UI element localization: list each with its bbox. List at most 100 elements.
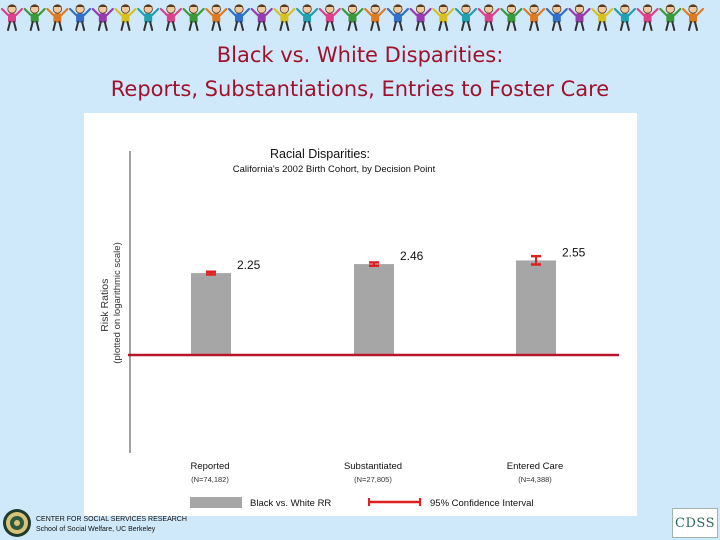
kid-hair-20 (461, 4, 471, 7)
kid-arm-right-22 (514, 7, 523, 17)
kid-arm-right-15 (355, 7, 364, 17)
kid-leg-right-27 (625, 21, 630, 31)
kid-leg-right-6 (149, 21, 154, 31)
bar-1 (354, 264, 394, 355)
kid-figure-1 (23, 4, 46, 31)
kid-leg-left-7 (165, 21, 170, 31)
kid-hair-6 (143, 4, 153, 7)
kid-leg-right-4 (103, 21, 108, 31)
kid-shirt-19 (439, 13, 448, 23)
kid-figure-8 (182, 4, 205, 31)
kid-hair-13 (302, 4, 312, 7)
category-label-1: Substantiated (344, 461, 402, 472)
kid-leg-right-8 (194, 21, 199, 31)
kid-leg-right-7 (171, 21, 176, 31)
kid-leg-left-30 (688, 21, 692, 31)
chart-panel: Racial Disparities: California's 2002 Bi… (84, 113, 637, 516)
kid-arm-left-22 (500, 7, 509, 17)
kid-figure-24 (545, 4, 568, 31)
chart-title: Racial Disparities: (270, 147, 370, 161)
value-label-1: 2.46 (400, 249, 424, 263)
kid-leg-left-16 (370, 21, 375, 31)
kid-figure-18 (409, 4, 432, 31)
category-label-0: Reported (190, 461, 229, 472)
kid-figure-21 (477, 4, 500, 31)
kid-leg-right-29 (671, 21, 676, 31)
kid-arm-left-0 (0, 7, 10, 17)
kid-leg-right-17 (398, 21, 403, 31)
kid-hair-29 (665, 4, 675, 7)
kid-figure-13 (296, 4, 319, 31)
kid-shirt-23 (530, 13, 539, 23)
kid-arm-left-12 (273, 7, 282, 17)
kid-arm-right-8 (196, 7, 205, 17)
kid-arm-right-29 (673, 7, 682, 17)
category-label-2: Entered Care (507, 461, 564, 472)
kid-leg-left-22 (506, 21, 511, 31)
kid-leg-right-1 (35, 21, 40, 31)
kid-shirt-12 (280, 13, 289, 23)
kid-leg-left-2 (52, 21, 57, 31)
kid-leg-left-0 (7, 21, 11, 31)
kid-leg-left-23 (529, 21, 534, 31)
kid-leg-right-21 (489, 21, 494, 31)
kid-hair-12 (279, 4, 289, 7)
kid-leg-left-14 (324, 21, 329, 31)
kid-hair-18 (416, 4, 426, 7)
kid-leg-left-21 (483, 21, 488, 31)
kid-shirt-2 (53, 13, 62, 23)
kid-hair-19 (438, 4, 448, 7)
legend-bar-label: Black vs. White RR (250, 498, 331, 509)
kid-shirt-16 (371, 13, 380, 23)
kid-shirt-5 (121, 13, 130, 23)
kid-shirt-8 (189, 13, 198, 23)
kid-hair-16 (370, 4, 380, 7)
kid-arm-left-15 (341, 7, 350, 17)
kid-hair-17 (393, 4, 403, 7)
kid-figure-12 (273, 4, 296, 31)
kid-figure-0 (0, 4, 24, 31)
kid-leg-left-18 (415, 21, 420, 31)
kid-hair-0 (7, 4, 17, 7)
kid-shirt-6 (144, 13, 153, 23)
kid-hair-21 (484, 4, 494, 7)
kid-arm-right-2 (60, 7, 69, 17)
kid-hair-23 (529, 4, 539, 7)
kid-figure-14 (318, 4, 341, 31)
kid-leg-left-24 (551, 21, 556, 31)
kid-leg-left-26 (597, 21, 602, 31)
kid-leg-left-13 (302, 21, 307, 31)
kid-leg-right-13 (308, 21, 313, 31)
kid-leg-right-26 (603, 21, 608, 31)
legend-bar-swatch (190, 497, 242, 508)
kid-leg-left-25 (574, 21, 579, 31)
kid-figure-15 (341, 4, 364, 31)
kid-leg-right-12 (285, 21, 290, 31)
kids-banner-decoration (0, 4, 705, 31)
kid-arm-right-11 (264, 7, 273, 17)
category-n-label-0: (N=74,182) (191, 475, 229, 484)
kid-shirt-9 (212, 13, 221, 23)
slide-title: Black vs. White Disparities: Reports, Su… (0, 38, 720, 106)
kid-arm-left-26 (591, 7, 600, 17)
kid-arm-left-29 (659, 7, 668, 17)
kid-arm-left-8 (182, 7, 191, 17)
kid-figure-9 (205, 4, 228, 31)
kid-leg-right-19 (444, 21, 449, 31)
kid-arm-right-12 (287, 7, 296, 17)
slide-title-line-2: Reports, Substantiations, Entries to Fos… (110, 77, 610, 101)
kid-arm-right-24 (559, 7, 568, 17)
category-n-label-1: (N=27,805) (354, 475, 392, 484)
y-axis-label-line-2: (plotted on logarithmic scale) (112, 242, 123, 363)
kid-arm-right-28 (650, 7, 659, 17)
kid-shirt-17 (393, 13, 402, 23)
kid-arm-left-19 (432, 7, 441, 17)
kid-hair-8 (189, 4, 199, 7)
kid-shirt-21 (484, 13, 493, 23)
kid-arm-left-9 (205, 7, 214, 17)
kid-arm-left-10 (227, 7, 237, 17)
kid-arm-left-25 (568, 7, 577, 17)
kid-shirt-26 (598, 13, 607, 23)
uc-berkeley-seal-icon (3, 509, 31, 537)
kid-arm-left-30 (681, 7, 691, 17)
